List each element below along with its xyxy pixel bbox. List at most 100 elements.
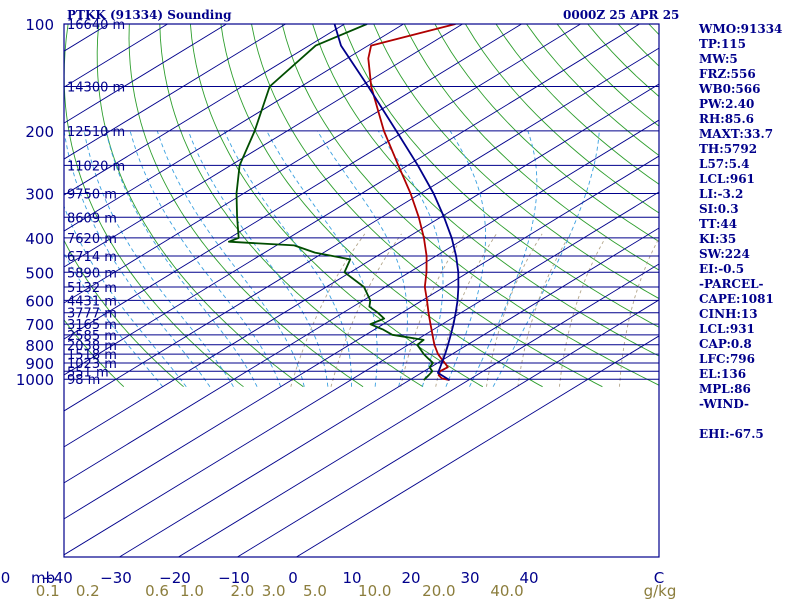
stat-item: WMO:91334 (699, 22, 783, 36)
dry-adiabat (434, 24, 659, 243)
temperature-tick-label: -50 (0, 569, 10, 587)
temperature-tick-label: 10 (342, 569, 361, 587)
pressure-tick-label: 1000 (16, 371, 54, 389)
stat-item: EHI:-67.5 (699, 427, 764, 441)
mixing-ratio-label: 40.0 (490, 582, 523, 600)
dry-adiabat (64, 319, 125, 388)
stat-item: MAXT:33.7 (699, 127, 774, 141)
isotherm (64, 24, 463, 268)
stat-item: SI:0.3 (699, 202, 739, 216)
dewpoint-line (228, 24, 434, 381)
plot-area (0, 24, 659, 557)
dry-adiabat (465, 24, 659, 214)
moist-adiabat (469, 130, 538, 387)
isotherm (64, 24, 404, 232)
stat-item: LCL:931 (699, 322, 755, 336)
pressure-tick-label: 600 (25, 292, 54, 310)
isotherm (64, 24, 227, 124)
stat-item: CAP:0.8 (699, 337, 752, 351)
mixing-ratio-line (517, 233, 571, 387)
height-label: 1023 m (67, 357, 117, 372)
mixing-ratio-line (330, 233, 402, 387)
isotherm (64, 83, 659, 448)
stat-item: L57:5.4 (699, 157, 750, 171)
moist-adiabat (187, 130, 329, 387)
mixing-ratio-label: 5.0 (303, 582, 327, 600)
mixing-ratio-label: 1.0 (180, 582, 204, 600)
height-label: 4431 m (67, 294, 117, 309)
height-label: 12510 m (67, 125, 125, 140)
pressure-tick-label: 900 (25, 355, 54, 373)
mixing-ratio-label: 0.2 (76, 582, 100, 600)
dry-adiabat (159, 24, 424, 388)
stat-item: LI:-3.2 (699, 187, 744, 201)
pressure-tick-label: 300 (25, 185, 54, 203)
temperature-tick-label: 0 (288, 569, 298, 587)
stat-item (699, 412, 782, 427)
mixing-ratio-label: 10.0 (358, 582, 391, 600)
temperature-tick-label: 30 (460, 569, 479, 587)
pressure-tick-label: 800 (25, 337, 54, 355)
dry-adiabat (403, 24, 659, 271)
isotherm (64, 24, 286, 160)
moist-adiabat (156, 130, 305, 387)
height-label: 16640 m (67, 18, 125, 33)
moist-adiabat (64, 130, 211, 387)
height-label: 5890 m (67, 266, 117, 281)
moist-adiabat (317, 130, 408, 387)
stat-item: RH:85.6 (699, 112, 754, 126)
sounding-time: 0000Z 25 APR 25 (563, 8, 680, 22)
moist-adiabat (223, 130, 352, 387)
mixing-ratio-label: 2.0 (230, 582, 254, 600)
isotherm (64, 24, 581, 340)
isotherm (64, 155, 659, 520)
moist-adiabat (129, 130, 282, 387)
moist-adiabat (105, 130, 258, 387)
height-label: 11020 m (67, 159, 125, 174)
stat-item: KI:35 (699, 232, 737, 246)
isotherm (64, 119, 659, 484)
moist-adiabat (445, 130, 486, 387)
isotherm (64, 24, 640, 376)
height-label: 6714 m (67, 250, 117, 265)
stat-item: TP:115 (699, 37, 747, 51)
height-label: 98 m (67, 373, 100, 388)
height-label: 9750 m (67, 187, 117, 202)
isotherms (0, 24, 659, 557)
temperature-tick-label: −30 (100, 569, 132, 587)
isotherm (64, 47, 659, 412)
temperature-tick-label: −20 (159, 569, 191, 587)
plot-frame (63, 23, 660, 558)
height-label: 2038 m (67, 339, 117, 354)
moist-adiabat (83, 130, 234, 387)
dry-adiabat (251, 24, 603, 388)
height-label: 5132 m (67, 281, 117, 296)
dry-adiabat (342, 24, 659, 328)
isotherm (178, 263, 659, 557)
mixing-ratio-unit-label: g/kg (644, 582, 677, 600)
height-label: 3777 m (67, 307, 117, 322)
height-label: 14300 m (67, 81, 125, 96)
station-title: PTKK (91334) Sounding (67, 8, 232, 22)
height-label: 551 m (67, 365, 109, 380)
stat-item: TH:5792 (699, 142, 758, 156)
moist-adiabat (377, 130, 444, 387)
dry-adiabat (495, 24, 659, 185)
mixing-ratio-label: 20.0 (422, 582, 455, 600)
dry-adiabat (64, 239, 184, 388)
sounding-indices-panel: WMO:91334 TP:115 MW:5 FRZ:556 WB0:566 PW:2.40… (699, 22, 782, 442)
stat-item: WB0:566 (699, 82, 761, 96)
stat-item: -PARCEL- (699, 277, 764, 291)
height-label: 2585 m (67, 329, 117, 344)
stat-item: MPL:86 (699, 382, 751, 396)
stat-item: TT:44 (699, 217, 738, 231)
stat-item: CAPE:1081 (699, 292, 774, 306)
temperature-tick-label: −10 (218, 569, 250, 587)
isotherm (0, 24, 50, 557)
height-label: 3165 m (67, 318, 117, 333)
stat-item: PW:2.40 (699, 97, 755, 111)
stat-item: LFC:796 (699, 352, 755, 366)
dry-adiabats (64, 24, 659, 388)
height-label: 7620 m (67, 232, 117, 247)
